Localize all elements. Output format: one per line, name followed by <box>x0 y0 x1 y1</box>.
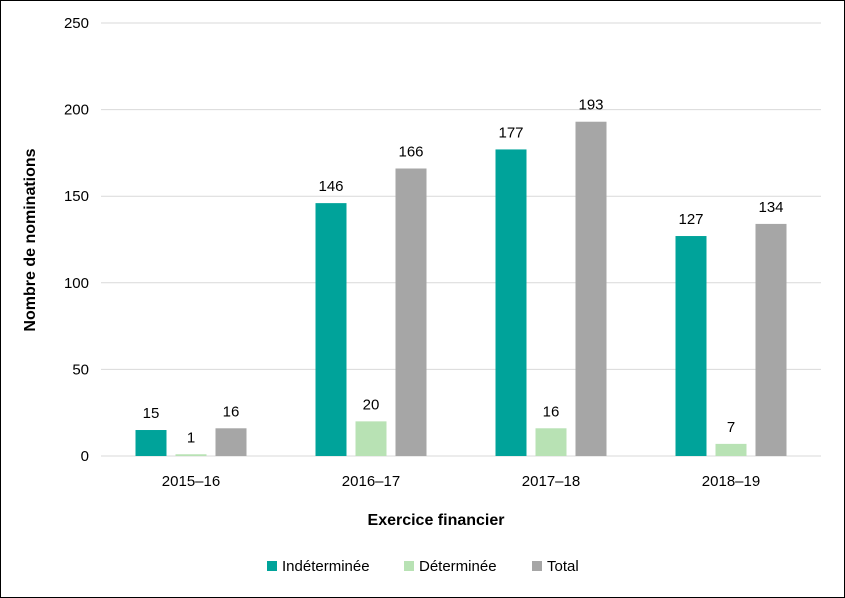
bar <box>355 421 387 456</box>
x-axis-title: Exercice financier <box>368 512 505 529</box>
data-label: 1 <box>187 429 195 446</box>
y-axis-title: Nombre de nominations <box>22 148 39 331</box>
y-tick-label: 100 <box>64 275 89 292</box>
legend-item: Déterminée <box>404 558 497 575</box>
x-tick-label: 2016–17 <box>342 473 400 490</box>
bar <box>175 454 207 456</box>
data-label: 7 <box>727 419 735 436</box>
legend-label: Indéterminée <box>282 558 370 575</box>
data-label: 166 <box>398 143 423 160</box>
data-label: 20 <box>363 396 380 413</box>
legend-item: Indéterminée <box>267 558 370 575</box>
legend-label: Déterminée <box>419 558 497 575</box>
legend-swatch <box>404 561 414 571</box>
x-axis-ticks: 2015–16 2016–17 2017–18 2018–19 <box>162 473 760 490</box>
y-axis-ticks: 0 50 100 150 200 250 <box>64 15 89 465</box>
bars <box>135 121 787 456</box>
data-label: 146 <box>318 178 343 195</box>
data-label: 127 <box>678 211 703 228</box>
y-tick-label: 150 <box>64 188 89 205</box>
bar <box>215 428 247 456</box>
data-labels: 15 1 16 146 20 166 177 16 193 127 7 134 <box>143 97 784 447</box>
y-tick-label: 250 <box>64 15 89 32</box>
data-label: 16 <box>223 403 240 420</box>
data-label: 16 <box>543 403 560 420</box>
bar <box>135 430 167 456</box>
bar <box>755 223 787 456</box>
legend-item: Total <box>532 558 579 575</box>
data-label: 134 <box>758 199 783 216</box>
y-tick-label: 200 <box>64 102 89 119</box>
bar <box>495 149 527 456</box>
data-label: 193 <box>578 97 603 114</box>
bar <box>395 168 427 456</box>
x-tick-label: 2015–16 <box>162 473 220 490</box>
x-tick-label: 2018–19 <box>702 473 760 490</box>
y-tick-label: 50 <box>72 361 89 378</box>
gridlines <box>101 22 821 457</box>
legend-swatch <box>532 561 542 571</box>
bar <box>715 443 747 456</box>
bar <box>315 203 347 456</box>
legend-swatch <box>267 561 277 571</box>
legend: Indéterminée Déterminée Total <box>267 558 579 575</box>
bar <box>575 121 607 456</box>
bar <box>675 236 707 456</box>
x-tick-label: 2017–18 <box>522 473 580 490</box>
legend-label: Total <box>547 558 579 575</box>
data-label: 15 <box>143 405 160 422</box>
bar <box>535 428 567 456</box>
data-label: 177 <box>498 124 523 141</box>
y-tick-label: 0 <box>81 448 89 465</box>
